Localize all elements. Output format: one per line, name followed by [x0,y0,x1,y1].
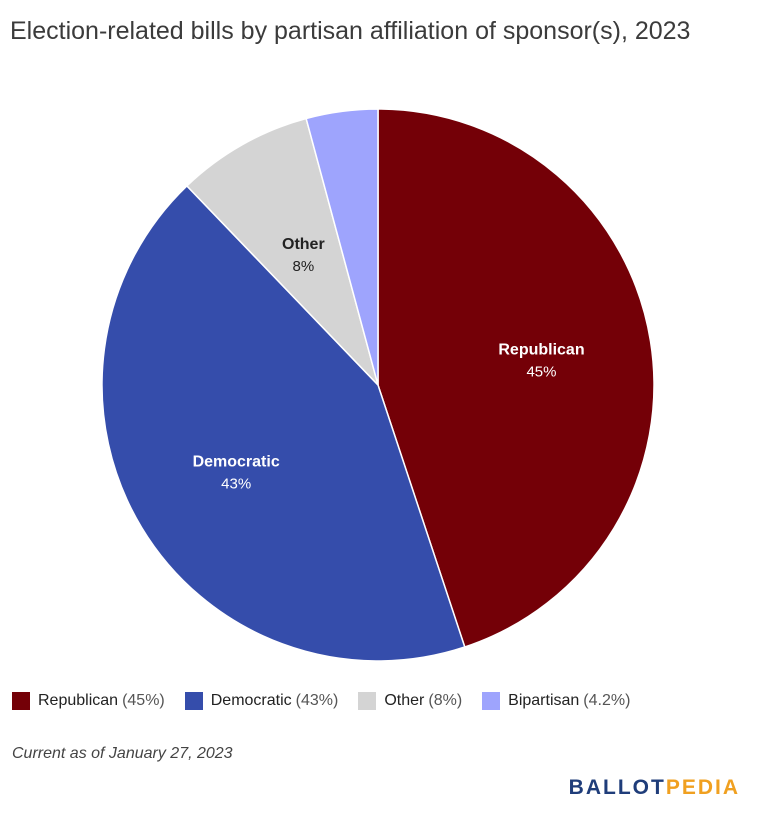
slice-value-democratic: 43% [221,475,251,492]
pie-slice-bipartisan[interactable] [305,108,379,386]
slice-value-republican: 45% [526,364,556,381]
logo-part-pedia: PEDIA [665,776,740,799]
legend-pct-bipartisan: (4.2%) [583,692,631,709]
slice-label-republican: Republican [498,342,584,359]
legend-label-democratic: Democratic [210,692,292,709]
legend-label-bipartisan: Bipartisan [508,692,580,709]
legend: Republican (45%) Democratic (43%) Other … [12,692,650,710]
legend-swatch-other [358,692,377,710]
legend-item-other[interactable]: Other (8%) [358,692,462,710]
legend-label-other: Other [384,692,425,709]
slice-value-other: 8% [292,258,314,275]
slice-label-democratic: Democratic [193,453,280,470]
chart-title: Election-related bills by partisan affil… [10,17,691,45]
pie-slice-other[interactable] [185,117,379,386]
legend-item-republican[interactable]: Republican (45%) [12,692,165,710]
legend-label-republican: Republican [38,692,119,709]
pie-chart: Republican 45% Democratic 43% Other 8% [101,108,655,662]
data-date-note: Current as of January 27, 2023 [12,745,233,762]
legend-item-democratic[interactable]: Democratic (43%) [184,692,339,710]
legend-swatch-republican [12,692,30,710]
legend-swatch-bipartisan [482,692,501,710]
ballotpedia-logo[interactable]: BALLOTPEDIA [569,776,740,800]
legend-pct-democratic: (43%) [295,692,339,709]
slice-label-other: Other [282,236,325,253]
pie-slice-republican[interactable] [377,108,655,648]
legend-pct-republican: (45%) [122,692,165,709]
legend-swatch-democratic [184,692,203,710]
legend-pct-other: (8%) [428,692,463,709]
logo-part-ballot: BALLOT [568,776,666,799]
legend-item-bipartisan[interactable]: Bipartisan (4.2%) [482,692,630,710]
pie-slice-democratic[interactable] [101,184,466,662]
